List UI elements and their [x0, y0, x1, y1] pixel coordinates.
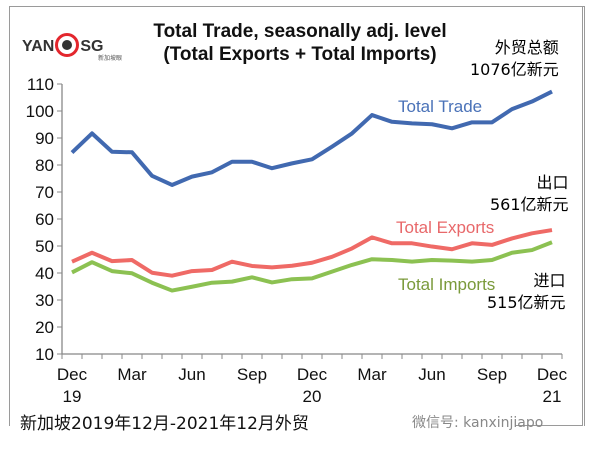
chart-frame	[9, 6, 585, 426]
series-label: Total Exports	[396, 218, 494, 237]
annotation-exports-value: 561亿新元	[490, 195, 569, 214]
y-tick-label: 90	[35, 129, 54, 148]
y-tick-label: 10	[35, 345, 54, 364]
y-tick-label: 70	[35, 183, 54, 202]
series-line-total-imports	[71, 240, 553, 293]
x-tick-label: Mar	[117, 365, 147, 384]
yanSG-logo: YAN SG 新加坡眼	[22, 33, 122, 62]
logo-mark-icon	[55, 33, 80, 57]
y-tick-label: 20	[35, 318, 54, 337]
annotation-trade-value: 1076亿新元	[470, 60, 559, 79]
annotation-imports-label: 进口	[533, 271, 566, 290]
annotation-imports-value: 515亿新元	[487, 293, 566, 312]
y-tick-label: 40	[35, 264, 54, 283]
logo-text-right: SG	[80, 38, 104, 55]
x-tick-label: Dec	[537, 365, 568, 384]
chart-title-line2: (Total Exports + Total Imports)	[163, 44, 437, 65]
x-tick-year-label: 20	[303, 387, 322, 406]
x-tick-year-label: 21	[543, 387, 562, 406]
series-line-total-exports	[71, 228, 553, 278]
chart-title-line1: Total Trade, seasonally adj. level	[153, 21, 447, 42]
series-label: Total Imports	[398, 275, 495, 294]
annotation-imports: 进口 515亿新元	[487, 270, 566, 314]
series-label: Total Trade	[398, 97, 482, 116]
annotation-trade-label: 外贸总额	[494, 38, 559, 57]
watermark: 微信号: kanxinjiapo	[412, 415, 544, 431]
caption: 新加坡2019年12月-2021年12月外贸	[20, 414, 309, 434]
y-tick-label: 50	[35, 237, 54, 256]
x-tick-label: Sep	[237, 365, 267, 384]
chart-title: Total Trade, seasonally adj. level (Tota…	[110, 20, 490, 66]
x-tick-label: Dec	[297, 365, 328, 384]
y-tick-label: 30	[35, 291, 54, 310]
logo-text-left: YAN	[22, 38, 55, 55]
x-tick-label: Jun	[178, 365, 205, 384]
chart-frame-edge	[582, 6, 583, 426]
series-line-total-trade	[70, 89, 553, 187]
x-tick-label: Sep	[477, 365, 507, 384]
x-tick-year-label: 19	[63, 387, 82, 406]
y-tick-label: 60	[35, 210, 54, 229]
annotation-trade: 外贸总额 1076亿新元	[470, 37, 559, 81]
annotation-exports-label: 出口	[536, 173, 569, 192]
x-tick-label: Jun	[418, 365, 445, 384]
y-tick-label: 110	[27, 75, 54, 94]
x-tick-label: Dec	[57, 365, 88, 384]
logo-subtext: 新加坡眼	[98, 56, 123, 62]
chart-frame-edge	[515, 425, 583, 426]
y-tick-label: 100	[26, 102, 54, 121]
y-tick-label: 80	[35, 156, 54, 175]
annotation-exports: 出口 561亿新元	[490, 172, 569, 216]
x-tick-label: Mar	[357, 365, 387, 384]
